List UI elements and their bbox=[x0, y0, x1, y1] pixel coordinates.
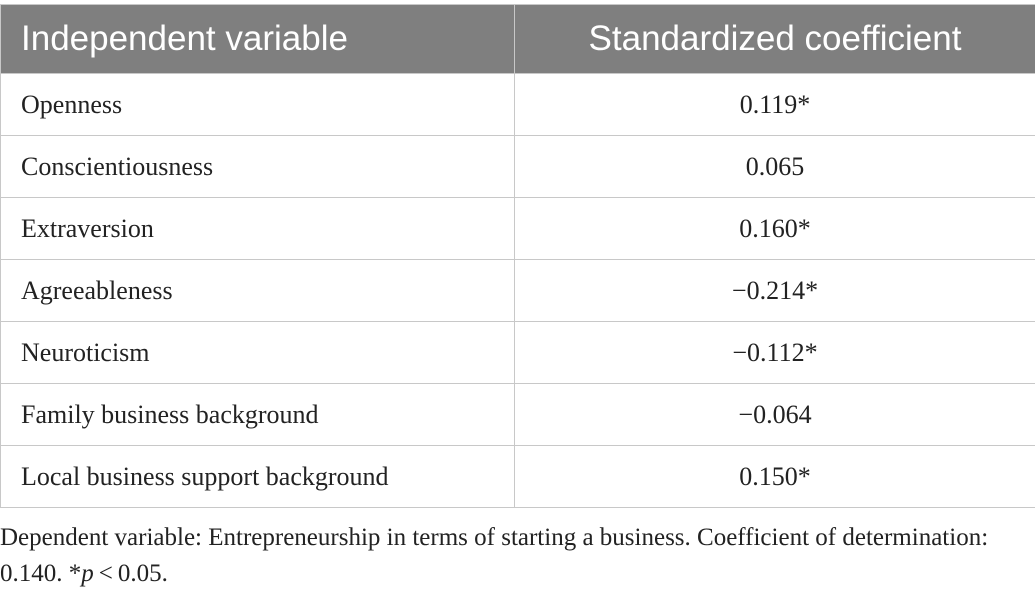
header-independent-variable: Independent variable bbox=[0, 4, 515, 74]
row-variable: Neuroticism bbox=[0, 321, 515, 384]
row-coefficient: 0.160* bbox=[514, 197, 1035, 260]
row-variable: Openness bbox=[0, 73, 515, 136]
table-header-row: Independent variable Standardized coeffi… bbox=[0, 4, 1035, 74]
table-row: Local business support background 0.150* bbox=[0, 445, 1035, 508]
row-coefficient: −0.064 bbox=[514, 383, 1035, 446]
table-row: Family business background −0.064 bbox=[0, 383, 1035, 446]
table-row: Openness 0.119* bbox=[0, 73, 1035, 136]
footnote-text: Dependent variable: Entrepreneurship in … bbox=[0, 524, 989, 587]
row-coefficient: −0.214* bbox=[514, 259, 1035, 322]
row-coefficient: 0.150* bbox=[514, 445, 1035, 508]
header-standardized-coefficient: Standardized coefficient bbox=[514, 4, 1035, 74]
coefficient-table: Independent variable Standardized coeffi… bbox=[0, 4, 1035, 508]
table-row: Conscientiousness 0.065 bbox=[0, 135, 1035, 198]
row-coefficient: 0.065 bbox=[514, 135, 1035, 198]
row-variable: Local business support background bbox=[0, 445, 515, 508]
table-row: Extraversion 0.160* bbox=[0, 197, 1035, 260]
row-variable: Conscientiousness bbox=[0, 135, 515, 198]
row-variable: Agreeableness bbox=[0, 259, 515, 322]
table-footnote: Dependent variable: Entrepreneurship in … bbox=[0, 520, 1020, 592]
table-row: Neuroticism −0.112* bbox=[0, 321, 1035, 384]
table-row: Agreeableness −0.214* bbox=[0, 259, 1035, 322]
footnote-p-symbol: p bbox=[81, 560, 94, 587]
coefficient-table-container: Independent variable Standardized coeffi… bbox=[0, 4, 1035, 508]
row-coefficient: −0.112* bbox=[514, 321, 1035, 384]
row-variable: Family business background bbox=[0, 383, 515, 446]
row-coefficient: 0.119* bbox=[514, 73, 1035, 136]
footnote-threshold: < 0.05. bbox=[93, 560, 168, 587]
row-variable: Extraversion bbox=[0, 197, 515, 260]
